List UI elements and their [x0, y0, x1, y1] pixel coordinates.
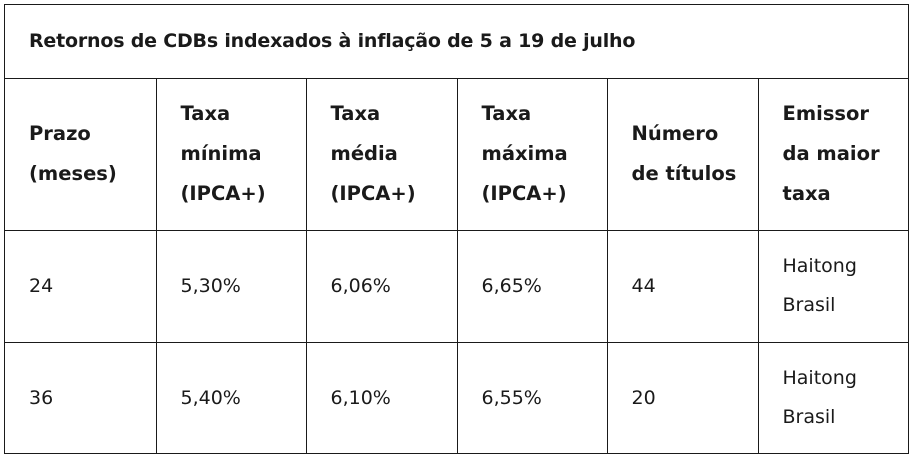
table-row: 24 5,30% 6,06% 6,65% 44 Haitong Brasil — [5, 229, 908, 343]
header-emissor: Emissor da maior taxa — [757, 77, 908, 231]
cell-taxa-maxima: 6,65% — [456, 229, 608, 343]
cell-numero-titulos: 44 — [606, 229, 759, 343]
header-numero-titulos: Número de títulos — [606, 77, 759, 231]
cell-taxa-media: 6,06% — [305, 229, 458, 343]
header-taxa-media: Taxa média (IPCA+) — [305, 77, 458, 231]
cell-taxa-media: 6,10% — [305, 341, 458, 454]
cell-taxa-minima: 5,30% — [155, 229, 307, 343]
table-container: Retornos de CDBs indexados à inflação de… — [4, 4, 909, 454]
cell-emissor: Haitong Brasil — [757, 229, 908, 343]
header-prazo: Prazo (meses) — [5, 77, 157, 231]
cdb-returns-table: Retornos de CDBs indexados à inflação de… — [5, 5, 908, 454]
table-title: Retornos de CDBs indexados à inflação de… — [5, 5, 908, 79]
cell-taxa-minima: 5,40% — [155, 341, 307, 454]
title-row: Retornos de CDBs indexados à inflação de… — [5, 5, 908, 79]
cell-emissor: Haitong Brasil — [757, 341, 908, 454]
table-row: 36 5,40% 6,10% 6,55% 20 Haitong Brasil — [5, 341, 908, 454]
cell-prazo: 24 — [5, 229, 157, 343]
header-row: Prazo (meses) Taxa mínima (IPCA+) Taxa m… — [5, 77, 908, 231]
cell-prazo: 36 — [5, 341, 157, 454]
cell-taxa-maxima: 6,55% — [456, 341, 608, 454]
header-taxa-maxima: Taxa máxima (IPCA+) — [456, 77, 608, 231]
header-taxa-minima: Taxa mínima (IPCA+) — [155, 77, 307, 231]
cell-numero-titulos: 20 — [606, 341, 759, 454]
